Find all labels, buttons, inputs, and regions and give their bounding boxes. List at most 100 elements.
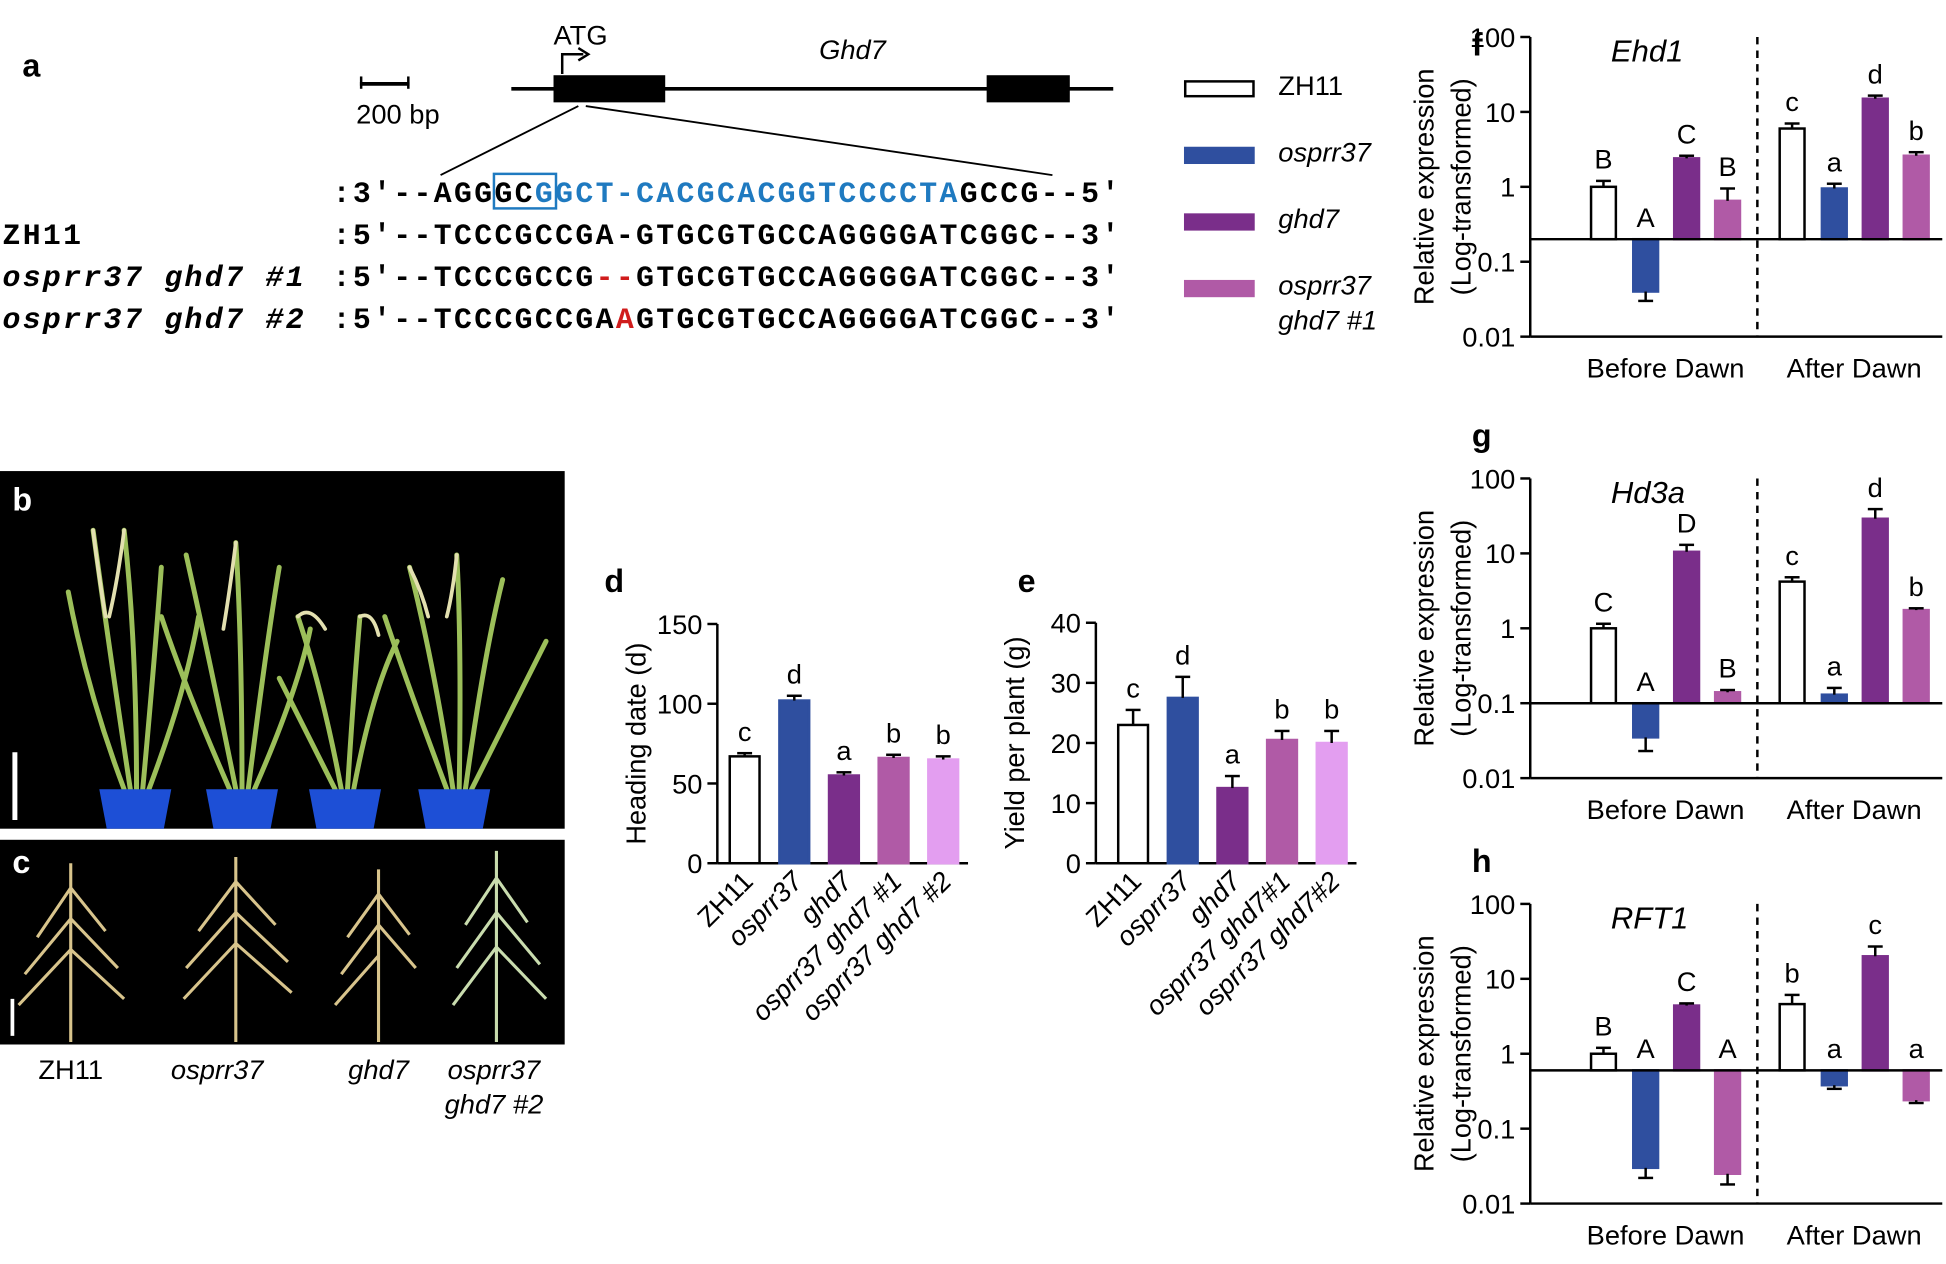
bar (1861, 955, 1889, 1072)
legend-label: ghd7 (1278, 203, 1340, 235)
row-label: osprr37 ghd7 #2 (2, 303, 305, 337)
scale-label: 200 bp (356, 98, 439, 129)
y-tick-label: 10 (1485, 964, 1515, 995)
y-axis-label: (Log-transformed) (1446, 78, 1477, 295)
sequence-segment: :5′--TCCCGCCGA (333, 303, 616, 337)
x-tick-label: After Dawn (1787, 352, 1922, 383)
pam-box (492, 172, 558, 210)
bar (1672, 157, 1701, 241)
bar (1589, 185, 1618, 241)
significance-letter: A (1637, 1033, 1656, 1064)
pots (99, 789, 491, 829)
significance-letter: c (738, 716, 752, 747)
bar (1713, 691, 1742, 705)
bar (1589, 627, 1618, 705)
bar (1166, 696, 1199, 865)
y-axis-label: (Log-transformed) (1446, 945, 1477, 1162)
sequence-segment: GTGCGTGCCAGGGGATCGGC--3′ (636, 261, 1122, 295)
significance-letter: d (1868, 472, 1883, 503)
significance-letter: a (1827, 651, 1843, 682)
significance-letter: c (1126, 673, 1140, 704)
y-axis-label: Yield per plant (g) (999, 636, 1030, 849)
legend-swatch (1183, 279, 1255, 298)
significance-letter: a (836, 735, 852, 766)
y-axis-label: (Log-transformed) (1446, 520, 1477, 737)
x-tick-label: Before Dawn (1587, 352, 1745, 383)
significance-letter: b (1909, 571, 1924, 602)
significance-letter: B (1718, 653, 1736, 684)
plant-label: osprr37 ghd7 #2 (444, 1054, 544, 1120)
gene-name: Ghd7 (819, 34, 887, 65)
bar (1820, 187, 1848, 241)
bar (1672, 550, 1701, 705)
bar (1778, 580, 1806, 705)
chart-title: RFT1 (1611, 901, 1689, 936)
x-tick-label: Before Dawn (1587, 794, 1745, 825)
significance-letter: C (1677, 966, 1697, 997)
y-tick-label: 40 (1051, 608, 1081, 639)
significance-letter: a (1909, 1033, 1925, 1064)
sequence-segment: :5′--TCCCGCCGA-GTGCGTGCCAGGGGATCGGC--3′ (333, 219, 1122, 253)
significance-letter: B (1718, 151, 1736, 182)
panicle-photo (0, 839, 565, 1045)
plant-label: osprr37 (170, 1054, 264, 1086)
sequence: :3′--AGGGCGGCT-CACGCACGGTCCCCTAGCCG--5′ (333, 177, 1122, 211)
significance-letter: D (1677, 508, 1697, 539)
row-label: osprr37 ghd7 #1 (2, 261, 305, 295)
legend-swatch (1183, 80, 1255, 98)
y-tick-label: 0.1 (1477, 1114, 1515, 1145)
bar (1902, 1069, 1930, 1102)
sequence-segment: -- (596, 261, 636, 295)
bar (1632, 701, 1660, 739)
bar (1672, 1004, 1701, 1072)
plant-label: ghd7 (348, 1054, 409, 1086)
bar (1902, 154, 1930, 241)
y-tick-label: 1 (1500, 613, 1515, 644)
panicles (17, 850, 548, 1043)
start-arrow (560, 53, 584, 74)
plants (65, 527, 549, 792)
panel-label: c (12, 844, 30, 880)
panel-label: b (12, 482, 32, 518)
y-tick-label: 10 (1485, 97, 1515, 128)
significance-letter: a (1827, 146, 1843, 177)
panel-label: g (1472, 418, 1492, 454)
bar (1778, 127, 1806, 241)
sequence: :5′--TCCCGCCGA-GTGCGTGCCAGGGGATCGGC--3′ (333, 219, 1122, 253)
y-axis-label: Relative expression (1408, 935, 1439, 1172)
y-tick-label: 20 (1051, 728, 1081, 759)
x-tick-label: After Dawn (1787, 794, 1922, 825)
panel-label: f (1472, 27, 1483, 63)
significance-letter: b (886, 718, 901, 749)
y-tick-label: 10 (1485, 538, 1515, 569)
sequence-segment: GC (494, 177, 534, 211)
bar (728, 755, 761, 865)
legend-label: osprr37 (1278, 136, 1371, 168)
significance-letter: c (1785, 86, 1799, 117)
y-axis-label: Heading date (d) (620, 643, 651, 845)
legend-label-box: ghd7 (1278, 203, 1340, 235)
significance-letter: d (1175, 640, 1190, 671)
y-tick-label: 0 (687, 848, 702, 879)
bar (1632, 237, 1660, 293)
significance-letter: c (1868, 909, 1882, 940)
plant-label-box: osprr37 (170, 1054, 264, 1086)
y-tick-label: 50 (672, 768, 702, 799)
panel-label: h (1472, 843, 1492, 879)
significance-letter: d (787, 659, 802, 690)
legend-label: osprr37 ghd7 #1 (1278, 270, 1378, 336)
bar (1713, 1069, 1742, 1175)
bar (1861, 97, 1889, 241)
sequence-segment: GCCG--5′ (960, 177, 1122, 211)
y-axis-label: Relative expression (1408, 69, 1439, 306)
panel-label: d (604, 563, 624, 599)
sequence-segment: :3′--AGG (333, 177, 495, 211)
significance-letter: a (1225, 739, 1241, 770)
plant-label-box: osprr37 ghd7 #2 (444, 1054, 544, 1120)
bar (877, 756, 910, 865)
panel-label: e (1018, 563, 1036, 599)
y-tick-label: 1 (1500, 172, 1515, 203)
y-tick-label: 100 (657, 689, 703, 720)
